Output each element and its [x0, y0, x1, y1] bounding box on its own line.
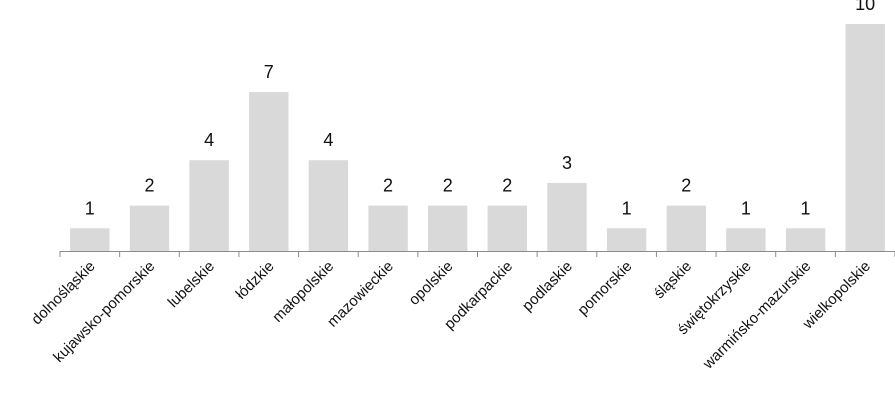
x-tick-label-10: śląskie [651, 258, 695, 302]
value-label-13: 10 [855, 0, 875, 14]
bar-5 [368, 205, 408, 251]
value-label-0: 1 [85, 198, 95, 218]
x-tick-label-12: warmińsko-mazurskie [699, 258, 814, 373]
bar-9 [606, 228, 647, 251]
bar-8 [547, 182, 587, 251]
bar-11 [726, 228, 766, 251]
bar-13 [845, 24, 885, 251]
value-label-3: 7 [264, 62, 274, 82]
bar-10 [666, 205, 706, 251]
bar-12 [785, 228, 826, 251]
value-label-10: 2 [681, 176, 691, 196]
bar-0 [70, 228, 110, 251]
x-tick-label-8: podlaskie [519, 258, 576, 315]
value-label-8: 3 [562, 153, 572, 173]
value-label-12: 1 [800, 198, 810, 218]
x-axis-ticks [59, 251, 895, 257]
x-tick-label-2: lubelskie [165, 258, 218, 311]
value-label-5: 2 [383, 176, 393, 196]
bar-4 [308, 160, 349, 251]
bars-group [70, 24, 885, 251]
bar-1 [129, 205, 170, 251]
x-axis [59, 251, 895, 257]
x-tick-label-6: opolskie [406, 258, 457, 309]
value-label-6: 2 [443, 176, 453, 196]
bar-3 [249, 92, 289, 251]
value-label-2: 4 [204, 130, 214, 150]
value-labels-group: 1 2 4 7 4 2 2 2 3 1 2 1 1 10 [85, 0, 875, 218]
x-tick-label-9: pomorskie [574, 258, 635, 319]
value-label-7: 2 [502, 176, 512, 196]
bar-7 [487, 205, 527, 251]
x-tick-label-1: kujawsko-pomorskie [50, 258, 158, 366]
value-label-4: 4 [323, 130, 333, 150]
value-label-11: 1 [741, 198, 751, 218]
value-label-9: 1 [622, 198, 632, 218]
x-tick-label-3: łódzkie [233, 258, 278, 303]
bar-6 [428, 205, 468, 251]
bar-2 [189, 160, 229, 251]
value-label-1: 2 [144, 176, 154, 196]
